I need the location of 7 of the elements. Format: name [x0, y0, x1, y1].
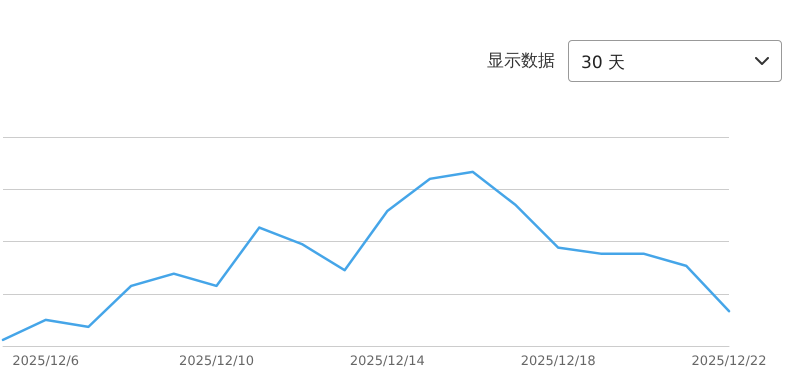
x-tick-label: 2025/12/14: [350, 354, 425, 369]
x-tick-label: 2025/12/22: [692, 354, 766, 369]
x-tick-label: 2025/12/6: [12, 354, 80, 369]
x-tick-label: 2025/12/10: [179, 354, 254, 369]
text: 30 天: [581, 52, 626, 74]
x-tick-label: 2025/12/18: [520, 354, 596, 369]
text: 显示数据: [487, 50, 555, 72]
